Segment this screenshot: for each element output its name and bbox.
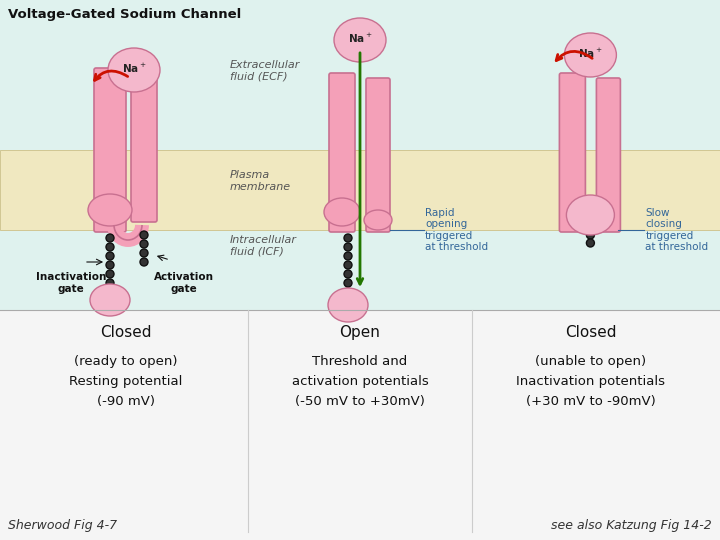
Text: Extracellular
fluid (ECF): Extracellular fluid (ECF) [230,60,300,82]
Ellipse shape [106,252,114,260]
Text: Inactivation
gate: Inactivation gate [36,272,106,294]
FancyBboxPatch shape [329,73,355,232]
Ellipse shape [586,239,595,247]
Ellipse shape [344,234,352,242]
FancyBboxPatch shape [0,0,720,310]
Ellipse shape [564,33,616,77]
Ellipse shape [567,195,614,235]
Text: Slow
closing
triggered
at threshold: Slow closing triggered at threshold [645,207,708,252]
Ellipse shape [324,198,360,226]
Ellipse shape [344,252,352,260]
Text: Na$^+$: Na$^+$ [578,46,603,59]
Text: Na$^+$: Na$^+$ [122,62,146,75]
Ellipse shape [88,194,132,226]
Text: Threshold and
activation potentials
(-50 mV to +30mV): Threshold and activation potentials (-50… [292,355,428,408]
Text: Open: Open [340,325,380,340]
Text: (unable to open)
Inactivation potentials
(+30 mV to -90mV): (unable to open) Inactivation potentials… [516,355,665,408]
Ellipse shape [334,18,386,62]
FancyBboxPatch shape [131,78,157,222]
Ellipse shape [344,261,352,269]
Text: Sherwood Fig 4-7: Sherwood Fig 4-7 [8,519,117,532]
Text: (ready to open)
Resting potential
(-90 mV): (ready to open) Resting potential (-90 m… [69,355,183,408]
Ellipse shape [344,279,352,287]
Text: Na$^+$: Na$^+$ [348,31,372,45]
FancyBboxPatch shape [0,150,720,230]
FancyBboxPatch shape [559,73,585,232]
Text: Plasma
membrane: Plasma membrane [230,170,291,192]
Ellipse shape [344,288,352,296]
Ellipse shape [106,279,114,287]
Ellipse shape [328,288,368,322]
FancyBboxPatch shape [366,78,390,232]
FancyBboxPatch shape [94,68,126,232]
Text: Intracellular
fluid (ICF): Intracellular fluid (ICF) [230,235,297,256]
Text: Voltage-Gated Sodium Channel: Voltage-Gated Sodium Channel [8,8,241,21]
Ellipse shape [140,231,148,239]
Ellipse shape [140,240,148,248]
Ellipse shape [106,261,114,269]
FancyBboxPatch shape [596,78,621,232]
Ellipse shape [106,243,114,251]
Ellipse shape [364,210,392,230]
Ellipse shape [90,284,130,316]
Ellipse shape [106,270,114,278]
Ellipse shape [586,231,595,239]
Ellipse shape [106,234,114,242]
Ellipse shape [108,48,160,92]
Text: Closed: Closed [100,325,152,340]
Text: Activation
gate: Activation gate [154,272,214,294]
Ellipse shape [140,258,148,266]
Text: see also Katzung Fig 14-2: see also Katzung Fig 14-2 [552,519,712,532]
Text: Rapid
opening
triggered
at threshold: Rapid opening triggered at threshold [425,207,488,252]
Ellipse shape [344,270,352,278]
Ellipse shape [140,249,148,257]
Text: Closed: Closed [564,325,616,340]
Ellipse shape [344,243,352,251]
